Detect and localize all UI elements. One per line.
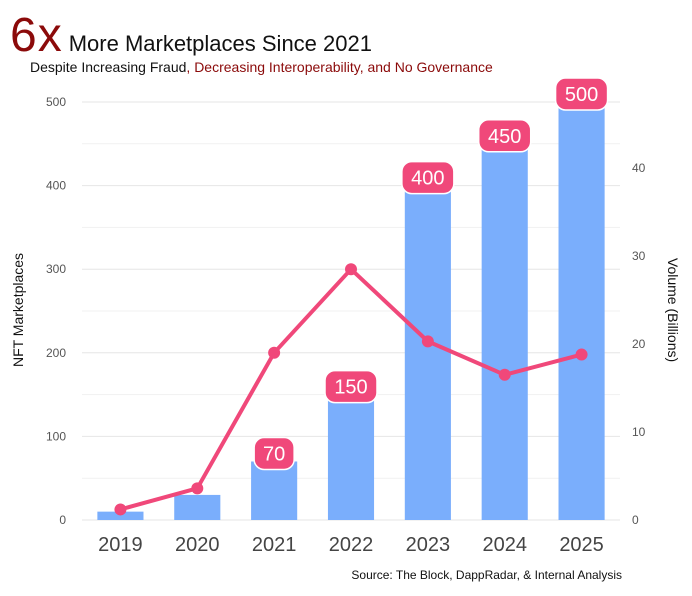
x-tick-label: 2020 [175,534,220,556]
bar-label: 150 [334,377,367,399]
x-tick-label: 2019 [98,534,143,556]
axes: 0 100 200 300 400 500 0 10 20 30 40 2019 2020 2021 202… [46,95,646,556]
y-tick-label: 200 [46,346,66,360]
bar-label-badge [324,369,378,404]
bars [97,102,605,521]
subtitle-part-2: , Decreasing Interoperability, and No Go… [186,59,493,75]
y2-axis-label: Volume (Billions) [665,258,681,362]
y2-tick-label: 30 [632,249,646,263]
bar-label: 70 [263,443,285,465]
bar-label: 450 [488,126,521,148]
bar-label-badge [477,119,532,153]
y2-tick-label: 20 [632,337,646,351]
y-tick-label: 500 [46,95,66,109]
x-tick-label: 2024 [482,534,527,556]
x-tick-label: 2022 [329,534,374,556]
y-tick-label: 100 [46,429,66,443]
x-tick-label: 2025 [559,534,604,556]
bar-labels: 70 150 400 450 500 [253,77,609,471]
bar-label: 400 [411,168,444,190]
bar-label: 500 [565,84,598,106]
volume-point-2020 [191,482,204,495]
bar-2025 [558,102,605,520]
bar-2020 [174,494,221,520]
bar-2024 [481,143,528,521]
bar-label-badge [253,436,295,471]
chart-subtitle: Despite Increasing Fraud, Decreasing Int… [30,59,493,75]
bar-2023 [404,185,451,520]
volume-point-2019 [114,503,127,516]
bar-2021 [251,461,298,520]
volume-point-2023 [421,335,434,348]
chart-title: 6x More Marketplaces Since 2021 [10,8,372,63]
bar-label-badge [554,77,609,111]
y2-tick-label: 40 [632,161,646,175]
bar-2019 [97,511,144,520]
title-highlight: 6x [10,9,63,62]
y2-tick-label: 0 [632,513,639,527]
x-tick-label: 2023 [406,534,451,556]
bar-2022 [327,394,375,520]
y-tick-label: 400 [46,179,66,193]
y2-tick-label: 10 [632,425,646,439]
y-axis-label: NFT Marketplaces [10,253,26,367]
volume-point-2022 [345,263,357,276]
y-tick-label: 0 [59,513,66,527]
x-tick-label: 2021 [252,534,297,556]
title-text: More Marketplaces Since 2021 [68,31,372,56]
volume-line [114,263,588,516]
volume-point-2021 [268,346,281,359]
source-note: Source: The Block, DappRadar, & Internal… [351,568,622,582]
bar-label-badge [401,160,455,195]
volume-point-2024 [498,368,511,381]
volume-point-2025 [575,348,588,361]
y-tick-label: 300 [46,262,66,276]
subtitle-part-1: Despite Increasing Fraud [30,59,187,75]
